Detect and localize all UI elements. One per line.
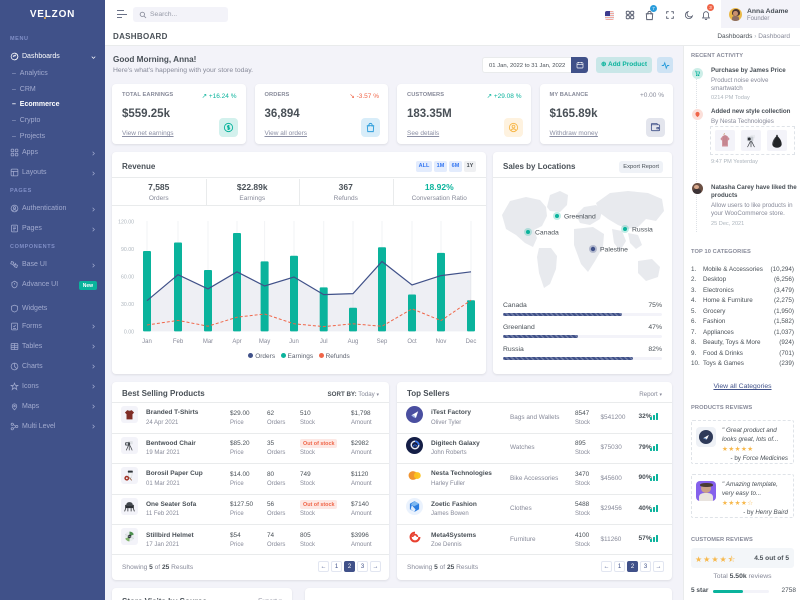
svg-text:0.00: 0.00 [124, 329, 134, 335]
svg-text:Oct: Oct [407, 339, 417, 345]
svg-text:Nov: Nov [436, 339, 447, 345]
svg-text:Feb: Feb [173, 339, 184, 345]
svg-text:Sep: Sep [377, 339, 388, 345]
svg-text:May: May [259, 339, 270, 345]
svg-text:60.00: 60.00 [121, 274, 134, 280]
svg-text:Russia: Russia [632, 227, 653, 234]
svg-text:Aug: Aug [348, 339, 359, 345]
svg-text:90.00: 90.00 [121, 247, 134, 253]
svg-text:Dec: Dec [466, 339, 477, 345]
svg-text:Jan: Jan [142, 339, 152, 345]
svg-text:Jul: Jul [320, 339, 328, 345]
svg-text:Greenland: Greenland [564, 214, 596, 221]
svg-text:120.00: 120.00 [118, 219, 134, 225]
svg-text:Jun: Jun [289, 339, 299, 345]
svg-text:30.00: 30.00 [121, 302, 134, 308]
svg-text:Mar: Mar [203, 339, 213, 345]
svg-text:Apr: Apr [232, 339, 241, 345]
svg-text:Palestine: Palestine [600, 247, 628, 254]
svg-text:Canada: Canada [535, 230, 559, 237]
